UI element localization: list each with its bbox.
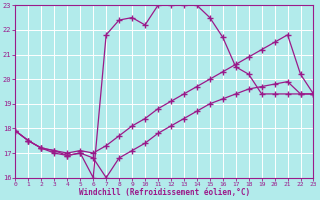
X-axis label: Windchill (Refroidissement éolien,°C): Windchill (Refroidissement éolien,°C) — [79, 188, 250, 197]
